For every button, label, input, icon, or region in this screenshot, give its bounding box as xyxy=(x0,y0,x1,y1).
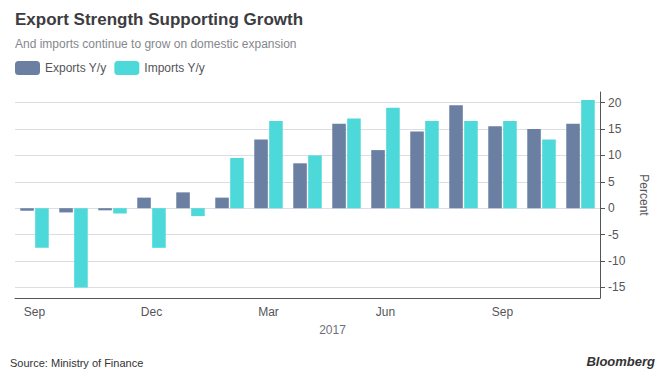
svg-text:Bloomberg: Bloomberg xyxy=(586,354,655,369)
svg-text:15: 15 xyxy=(608,122,622,136)
svg-text:Percent: Percent xyxy=(637,174,651,216)
svg-text:Export Strength Supporting Gro: Export Strength Supporting Growth xyxy=(15,10,303,29)
svg-text:0: 0 xyxy=(608,201,615,215)
svg-text:Jun: Jun xyxy=(376,305,395,319)
svg-text:10: 10 xyxy=(608,148,622,162)
svg-text:Imports Y/y: Imports Y/y xyxy=(144,61,204,75)
svg-text:-10: -10 xyxy=(608,254,626,268)
svg-text:Sep: Sep xyxy=(492,305,514,319)
svg-text:-15: -15 xyxy=(608,280,626,294)
svg-text:5: 5 xyxy=(608,175,615,189)
svg-text:2017: 2017 xyxy=(319,323,346,337)
svg-text:And imports continue to grow o: And imports continue to grow on domestic… xyxy=(15,37,297,51)
svg-text:-5: -5 xyxy=(608,228,619,242)
svg-text:Sep: Sep xyxy=(24,305,46,319)
svg-text:Mar: Mar xyxy=(258,305,279,319)
svg-text:Exports Y/y: Exports Y/y xyxy=(45,61,106,75)
svg-text:Source: Ministry of Finance: Source: Ministry of Finance xyxy=(10,357,143,369)
svg-text:20: 20 xyxy=(608,96,622,110)
svg-text:Dec: Dec xyxy=(141,305,162,319)
